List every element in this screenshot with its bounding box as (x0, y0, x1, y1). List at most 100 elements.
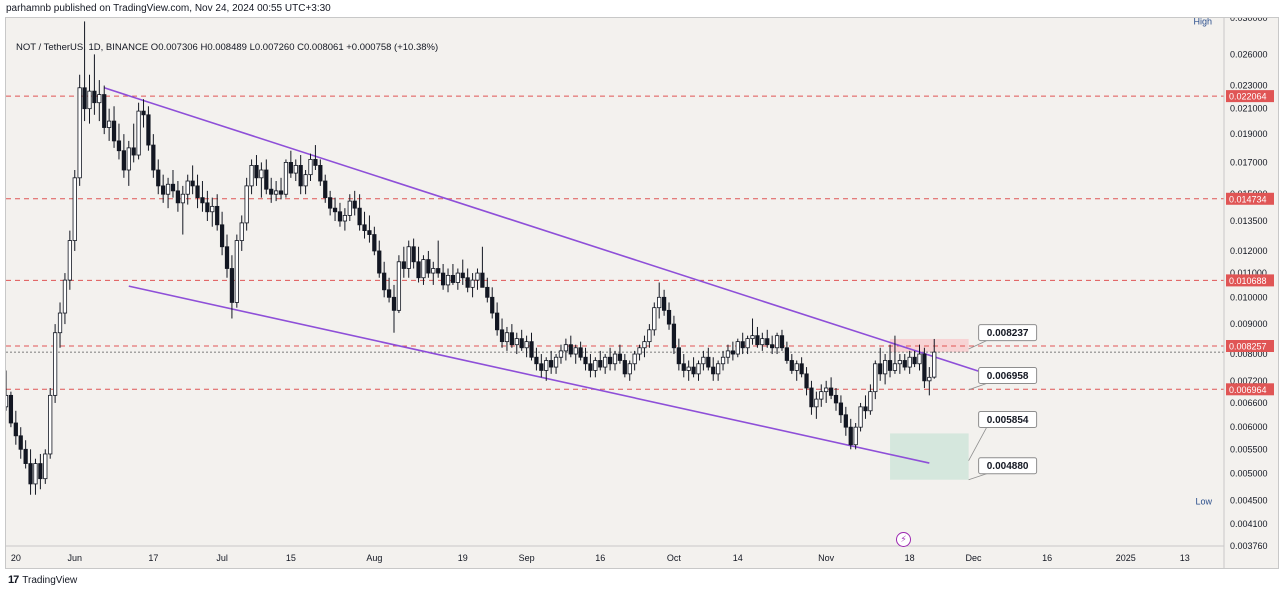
candle (553, 354, 559, 374)
candle-body (436, 268, 441, 274)
candle (274, 181, 279, 202)
candle-body (215, 205, 220, 226)
candle (239, 215, 244, 251)
candle-body (495, 312, 500, 331)
candle (72, 169, 77, 251)
x-tick-label: Jun (68, 553, 83, 563)
candle (460, 259, 465, 285)
candle-body (509, 332, 514, 346)
candle-body (514, 338, 519, 346)
tradingview-logo-icon: 17 (8, 574, 19, 586)
candle (151, 134, 156, 178)
candle (293, 159, 298, 182)
candle-body (195, 185, 200, 199)
candle (229, 255, 235, 319)
candle (588, 354, 593, 378)
candle-body (887, 360, 893, 371)
candle (116, 123, 122, 160)
candle (102, 85, 107, 135)
level-badge (1226, 274, 1274, 287)
candle (219, 211, 225, 256)
candle (794, 360, 799, 381)
chart-svg[interactable]: 0.008237 0.006958 0.005854 0.004880 0.030000… (6, 18, 1278, 568)
candle-body (470, 279, 475, 288)
chart-frame[interactable]: 0.008237 0.006958 0.005854 0.004880 0.030000… (5, 17, 1279, 569)
x-tick-label: 2025 (1116, 553, 1136, 563)
candle (18, 427, 23, 459)
candle-body (357, 207, 362, 226)
candle-body (92, 90, 97, 104)
y-tick-label: 0.026000 (1230, 49, 1268, 59)
candle-body (725, 350, 731, 358)
candle (593, 357, 598, 378)
candle-body (264, 169, 269, 190)
lightning-icon[interactable]: ⚡ (896, 532, 911, 547)
candle (332, 197, 338, 222)
x-tick-label: 17 (148, 553, 158, 563)
candle (755, 326, 760, 348)
candle-body (28, 463, 33, 485)
candle-body (274, 190, 279, 195)
candle-body (578, 347, 583, 358)
candle-body (824, 387, 829, 393)
candle (455, 268, 460, 290)
candle (573, 344, 578, 364)
candle (878, 347, 883, 381)
candle (303, 169, 308, 195)
candle (774, 332, 780, 355)
callout-label: 0.004880 (987, 461, 1029, 472)
y-tick-label: 0.011000 (1230, 268, 1267, 278)
candle-body (313, 159, 318, 166)
candle-body (401, 261, 406, 269)
candle-body (8, 394, 14, 424)
candle-body (637, 347, 642, 355)
candle (499, 318, 505, 348)
candle (824, 380, 829, 403)
candle-body (848, 426, 853, 446)
candle (107, 108, 112, 141)
level-badge (1226, 90, 1274, 103)
candle (244, 177, 249, 231)
candle-body (131, 147, 136, 156)
callout-box (978, 410, 1038, 428)
candle-body (38, 463, 43, 480)
candle (819, 384, 824, 407)
candle (6, 370, 9, 411)
candle (892, 335, 898, 374)
callout-pointer (968, 473, 987, 481)
candle (603, 354, 608, 374)
level-badge (1226, 340, 1274, 353)
candle-body (288, 162, 293, 174)
candle (264, 159, 269, 195)
candle-body (465, 277, 470, 288)
candle (475, 268, 480, 290)
candle-body (563, 344, 569, 352)
candle (534, 347, 539, 371)
candle-body (416, 261, 421, 279)
candle (313, 145, 318, 170)
candle (28, 449, 33, 495)
candle-body (293, 165, 298, 174)
candle-body (588, 363, 593, 371)
candle (706, 347, 711, 371)
y-tick-label: 0.004100 (1230, 519, 1268, 529)
candle (377, 240, 382, 278)
y-tick-label: 0.010000 (1230, 292, 1268, 302)
candle (298, 155, 303, 195)
candle (770, 335, 775, 355)
candle (504, 326, 510, 351)
candle-body (799, 363, 804, 375)
candle-body (485, 286, 490, 298)
callout-pointer (968, 340, 987, 350)
candle (696, 360, 701, 381)
candle-body (833, 394, 839, 404)
candle-body (549, 360, 554, 368)
candle (48, 387, 53, 459)
x-tick-label: 14 (733, 553, 743, 563)
candle (485, 277, 490, 303)
candle (735, 338, 740, 358)
candle-body (843, 414, 848, 428)
candle-body (180, 193, 185, 204)
candle (131, 123, 136, 163)
candle (549, 350, 554, 374)
